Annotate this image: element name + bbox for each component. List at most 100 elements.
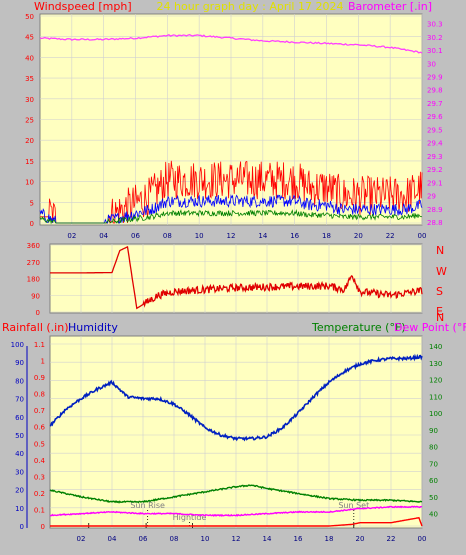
compass-label: N	[436, 311, 444, 324]
tick-label: 28.8	[427, 219, 443, 227]
compass-label: E	[436, 305, 443, 318]
tick-label: 08	[163, 232, 172, 240]
rainfall-axis: 0 0.1 0.2 0.3 0.4 0.5 0.6 0.7 0.8 0.9 1 1.1	[34, 341, 46, 531]
tick-label: 0.1	[34, 506, 45, 514]
tick-label: 0.4	[34, 457, 46, 465]
dewpoint-line	[49, 505, 423, 517]
tick-label: 16	[294, 535, 303, 543]
tick-label: 110	[429, 393, 442, 401]
tick-label: 0	[20, 523, 24, 531]
tick-label: 130	[429, 360, 442, 368]
tick-label: 0.9	[34, 374, 45, 382]
tick-label: 0.2	[34, 490, 45, 498]
rainfall-title: Rainfall (.in)	[2, 321, 69, 334]
barometer-line	[39, 34, 423, 54]
tick-label: 90	[31, 292, 40, 300]
tick-label: 15	[25, 158, 34, 166]
tick-label: 29.1	[427, 179, 443, 187]
tick-label: 18	[325, 535, 334, 543]
tick-label: 22	[387, 535, 396, 543]
tick-label: 30	[25, 96, 34, 104]
windspeed-title: Windspeed [mph]	[34, 0, 132, 13]
tick-label: 10	[201, 535, 210, 543]
tick-label: 50	[25, 13, 34, 21]
tick-label: 0.6	[34, 424, 46, 432]
tick-label: 40	[25, 54, 34, 62]
tick-label: 360	[27, 242, 40, 250]
tick-label: 20	[354, 232, 363, 240]
tick-label: 06	[131, 232, 140, 240]
tick-label: 0.7	[34, 407, 45, 415]
compass-label: W	[436, 265, 447, 278]
tick-label: 18	[322, 232, 331, 240]
annotation-label: Sun Rise	[130, 501, 165, 510]
tick-label: 12	[227, 232, 236, 240]
tick-label: 180	[27, 276, 40, 284]
tick-label: 100	[11, 341, 24, 349]
tick-label: 50	[15, 432, 24, 440]
tick-label: 10	[195, 232, 204, 240]
top-grid	[40, 14, 423, 225]
tick-label: 29.2	[427, 166, 443, 174]
tick-label: 30.3	[427, 21, 443, 29]
barometer-title: Barometer [.in]	[348, 0, 432, 13]
top-left-axis: 0 5 10 15 20 25 30 35 40 45 50	[25, 13, 34, 228]
bottom-x-axis: 02 04 06 08 10 12 14 16 18 20 22 00	[77, 535, 427, 543]
tick-label: 29.3	[427, 153, 443, 161]
tick-label: 70	[15, 396, 24, 404]
tick-label: 20	[15, 487, 24, 495]
tick-label: 70	[429, 460, 438, 468]
wind-direction-line	[50, 246, 423, 310]
humidity-line	[49, 353, 423, 442]
annotation-label: Hightide	[173, 513, 207, 522]
tick-label: 35	[25, 75, 34, 83]
compass-label: N	[436, 244, 444, 257]
tick-label: 0	[30, 220, 34, 228]
tick-label: 100	[429, 410, 442, 418]
tick-label: 28.9	[427, 206, 443, 214]
tick-label: 29.9	[427, 74, 443, 82]
tick-label: 30	[15, 468, 24, 476]
tick-label: 0.5	[34, 440, 45, 448]
tick-label: 29.7	[427, 100, 443, 108]
tick-label: 16	[290, 232, 299, 240]
tick-label: 140	[429, 343, 442, 351]
tick-label: 0.3	[34, 473, 45, 481]
graph-title: 24 hour graph day : April 17 2024	[157, 0, 344, 13]
direction-axis: 0 90 180 270 360	[27, 242, 40, 317]
tick-label: 40	[429, 511, 438, 519]
tick-label: 12	[232, 535, 241, 543]
tick-label: 14	[258, 232, 267, 240]
tick-label: 14	[263, 535, 272, 543]
tick-label: 80	[15, 377, 24, 385]
tick-label: 25	[25, 117, 34, 125]
tick-label: 04	[99, 232, 108, 240]
wind-low-line	[39, 209, 423, 225]
tick-label: 270	[27, 259, 40, 267]
compass-label: S	[436, 285, 443, 298]
tick-label: 20	[25, 137, 34, 145]
tick-label: 45	[25, 34, 34, 42]
tick-label: 120	[429, 377, 442, 385]
tick-label: 50	[429, 494, 438, 502]
direction-grid	[50, 244, 423, 313]
humidity-axis: 0 10 20 30 40 50 60 70 80 90 100	[11, 341, 28, 531]
wind-series	[39, 160, 423, 225]
tick-label: 80	[429, 444, 438, 452]
tick-label: 90	[15, 359, 24, 367]
bottom-grid	[50, 336, 423, 528]
tick-label: 10	[15, 505, 24, 513]
tick-label: 20	[356, 535, 365, 543]
tick-label: 06	[139, 535, 148, 543]
tick-label: 60	[429, 477, 438, 485]
tick-label: 02	[67, 232, 76, 240]
footer-strip	[1, 548, 465, 554]
tick-label: 29	[427, 193, 436, 201]
tick-label: 08	[170, 535, 179, 543]
tick-label: 0	[36, 309, 40, 317]
top-x-axis: 02 04 06 08 10 12 14 16 18 20 22 00	[67, 232, 426, 240]
